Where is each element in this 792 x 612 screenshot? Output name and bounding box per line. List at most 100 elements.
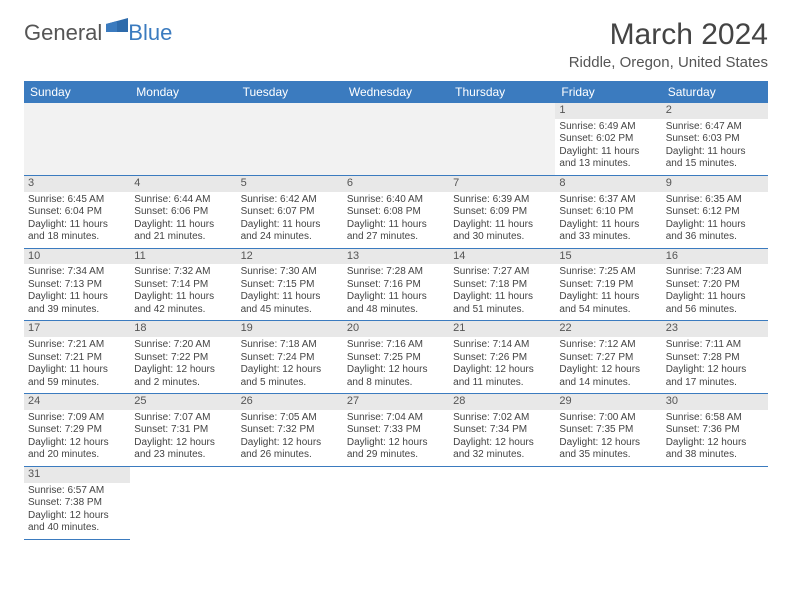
day-cell: 9Sunrise: 6:35 AMSunset: 6:12 PMDaylight… — [662, 176, 768, 249]
day-cell: 10Sunrise: 7:34 AMSunset: 7:13 PMDayligh… — [24, 249, 130, 322]
sunset-line: Sunset: 6:08 PM — [347, 206, 445, 219]
sunrise-line: Sunrise: 7:23 AM — [666, 266, 764, 279]
sunrise-line: Sunrise: 7:20 AM — [134, 339, 232, 352]
sunrise-line: Sunrise: 6:58 AM — [666, 412, 764, 425]
daylight-line: Daylight: 11 hours and 36 minutes. — [666, 219, 764, 244]
sunrise-line: Sunrise: 7:14 AM — [453, 339, 551, 352]
day-cell: 13Sunrise: 7:28 AMSunset: 7:16 PMDayligh… — [343, 249, 449, 322]
day-cell: 11Sunrise: 7:32 AMSunset: 7:14 PMDayligh… — [130, 249, 236, 322]
day-number: 30 — [662, 394, 768, 410]
sunrise-line: Sunrise: 7:07 AM — [134, 412, 232, 425]
sunset-line: Sunset: 6:10 PM — [559, 206, 657, 219]
day-cell: 2Sunrise: 6:47 AMSunset: 6:03 PMDaylight… — [662, 103, 768, 176]
day-number: 29 — [555, 394, 661, 410]
sunset-line: Sunset: 7:38 PM — [28, 497, 126, 510]
day-cell: 16Sunrise: 7:23 AMSunset: 7:20 PMDayligh… — [662, 249, 768, 322]
sunrise-line: Sunrise: 6:47 AM — [666, 121, 764, 134]
sunrise-line: Sunrise: 6:40 AM — [347, 194, 445, 207]
daylight-line: Daylight: 11 hours and 42 minutes. — [134, 291, 232, 316]
day-number: 28 — [449, 394, 555, 410]
day-number: 8 — [555, 176, 661, 192]
column-header: Thursday — [449, 81, 555, 103]
day-number: 11 — [130, 249, 236, 265]
sunset-line: Sunset: 7:36 PM — [666, 424, 764, 437]
sunrise-line: Sunrise: 6:35 AM — [666, 194, 764, 207]
empty-cell — [237, 103, 343, 176]
daylight-line: Daylight: 11 hours and 48 minutes. — [347, 291, 445, 316]
daylight-line: Daylight: 12 hours and 17 minutes. — [666, 364, 764, 389]
day-number: 18 — [130, 321, 236, 337]
day-cell: 22Sunrise: 7:12 AMSunset: 7:27 PMDayligh… — [555, 321, 661, 394]
sunset-line: Sunset: 7:18 PM — [453, 279, 551, 292]
daylight-line: Daylight: 11 hours and 18 minutes. — [28, 219, 126, 244]
sunset-line: Sunset: 7:21 PM — [28, 352, 126, 365]
sunset-line: Sunset: 6:06 PM — [134, 206, 232, 219]
sunset-line: Sunset: 7:29 PM — [28, 424, 126, 437]
daylight-line: Daylight: 11 hours and 54 minutes. — [559, 291, 657, 316]
day-cell: 7Sunrise: 6:39 AMSunset: 6:09 PMDaylight… — [449, 176, 555, 249]
sunrise-line: Sunrise: 7:00 AM — [559, 412, 657, 425]
day-cell: 15Sunrise: 7:25 AMSunset: 7:19 PMDayligh… — [555, 249, 661, 322]
day-number: 12 — [237, 249, 343, 265]
day-cell: 23Sunrise: 7:11 AMSunset: 7:28 PMDayligh… — [662, 321, 768, 394]
sunrise-line: Sunrise: 7:27 AM — [453, 266, 551, 279]
sunset-line: Sunset: 7:34 PM — [453, 424, 551, 437]
day-number: 4 — [130, 176, 236, 192]
day-number: 21 — [449, 321, 555, 337]
calendar: SundayMondayTuesdayWednesdayThursdayFrid… — [24, 81, 768, 540]
day-cell: 28Sunrise: 7:02 AMSunset: 7:34 PMDayligh… — [449, 394, 555, 467]
daylight-line: Daylight: 12 hours and 29 minutes. — [347, 437, 445, 462]
day-number: 26 — [237, 394, 343, 410]
day-cell: 5Sunrise: 6:42 AMSunset: 6:07 PMDaylight… — [237, 176, 343, 249]
day-number: 2 — [662, 103, 768, 119]
daylight-line: Daylight: 11 hours and 45 minutes. — [241, 291, 339, 316]
sunrise-line: Sunrise: 6:37 AM — [559, 194, 657, 207]
sunset-line: Sunset: 7:20 PM — [666, 279, 764, 292]
daylight-line: Daylight: 11 hours and 33 minutes. — [559, 219, 657, 244]
calendar-header-row: SundayMondayTuesdayWednesdayThursdayFrid… — [24, 81, 768, 103]
day-number: 22 — [555, 321, 661, 337]
sunset-line: Sunset: 7:32 PM — [241, 424, 339, 437]
sunrise-line: Sunrise: 6:57 AM — [28, 485, 126, 498]
day-cell: 29Sunrise: 7:00 AMSunset: 7:35 PMDayligh… — [555, 394, 661, 467]
sunset-line: Sunset: 7:35 PM — [559, 424, 657, 437]
day-number: 31 — [24, 467, 130, 483]
sunrise-line: Sunrise: 6:39 AM — [453, 194, 551, 207]
day-number: 6 — [343, 176, 449, 192]
sunrise-line: Sunrise: 7:05 AM — [241, 412, 339, 425]
daylight-line: Daylight: 12 hours and 8 minutes. — [347, 364, 445, 389]
sunset-line: Sunset: 6:12 PM — [666, 206, 764, 219]
day-number: 10 — [24, 249, 130, 265]
empty-cell — [449, 103, 555, 176]
column-header: Wednesday — [343, 81, 449, 103]
daylight-line: Daylight: 12 hours and 23 minutes. — [134, 437, 232, 462]
sunrise-line: Sunrise: 7:28 AM — [347, 266, 445, 279]
day-cell: 14Sunrise: 7:27 AMSunset: 7:18 PMDayligh… — [449, 249, 555, 322]
daylight-line: Daylight: 12 hours and 14 minutes. — [559, 364, 657, 389]
daylight-line: Daylight: 11 hours and 27 minutes. — [347, 219, 445, 244]
sunrise-line: Sunrise: 7:18 AM — [241, 339, 339, 352]
daylight-line: Daylight: 12 hours and 40 minutes. — [28, 510, 126, 535]
daylight-line: Daylight: 11 hours and 56 minutes. — [666, 291, 764, 316]
sunset-line: Sunset: 7:31 PM — [134, 424, 232, 437]
sunset-line: Sunset: 6:07 PM — [241, 206, 339, 219]
sunset-line: Sunset: 7:13 PM — [28, 279, 126, 292]
sunset-line: Sunset: 6:03 PM — [666, 133, 764, 146]
sunset-line: Sunset: 7:33 PM — [347, 424, 445, 437]
day-cell: 27Sunrise: 7:04 AMSunset: 7:33 PMDayligh… — [343, 394, 449, 467]
column-header: Tuesday — [237, 81, 343, 103]
day-cell: 17Sunrise: 7:21 AMSunset: 7:21 PMDayligh… — [24, 321, 130, 394]
sunrise-line: Sunrise: 7:04 AM — [347, 412, 445, 425]
sunset-line: Sunset: 7:15 PM — [241, 279, 339, 292]
day-cell: 21Sunrise: 7:14 AMSunset: 7:26 PMDayligh… — [449, 321, 555, 394]
day-number: 19 — [237, 321, 343, 337]
sunrise-line: Sunrise: 7:34 AM — [28, 266, 126, 279]
sunrise-line: Sunrise: 6:44 AM — [134, 194, 232, 207]
sunrise-line: Sunrise: 7:30 AM — [241, 266, 339, 279]
sunset-line: Sunset: 7:24 PM — [241, 352, 339, 365]
column-header: Saturday — [662, 81, 768, 103]
column-header: Monday — [130, 81, 236, 103]
sunset-line: Sunset: 7:19 PM — [559, 279, 657, 292]
calendar-body: 1Sunrise: 6:49 AMSunset: 6:02 PMDaylight… — [24, 103, 768, 540]
sunrise-line: Sunrise: 7:02 AM — [453, 412, 551, 425]
